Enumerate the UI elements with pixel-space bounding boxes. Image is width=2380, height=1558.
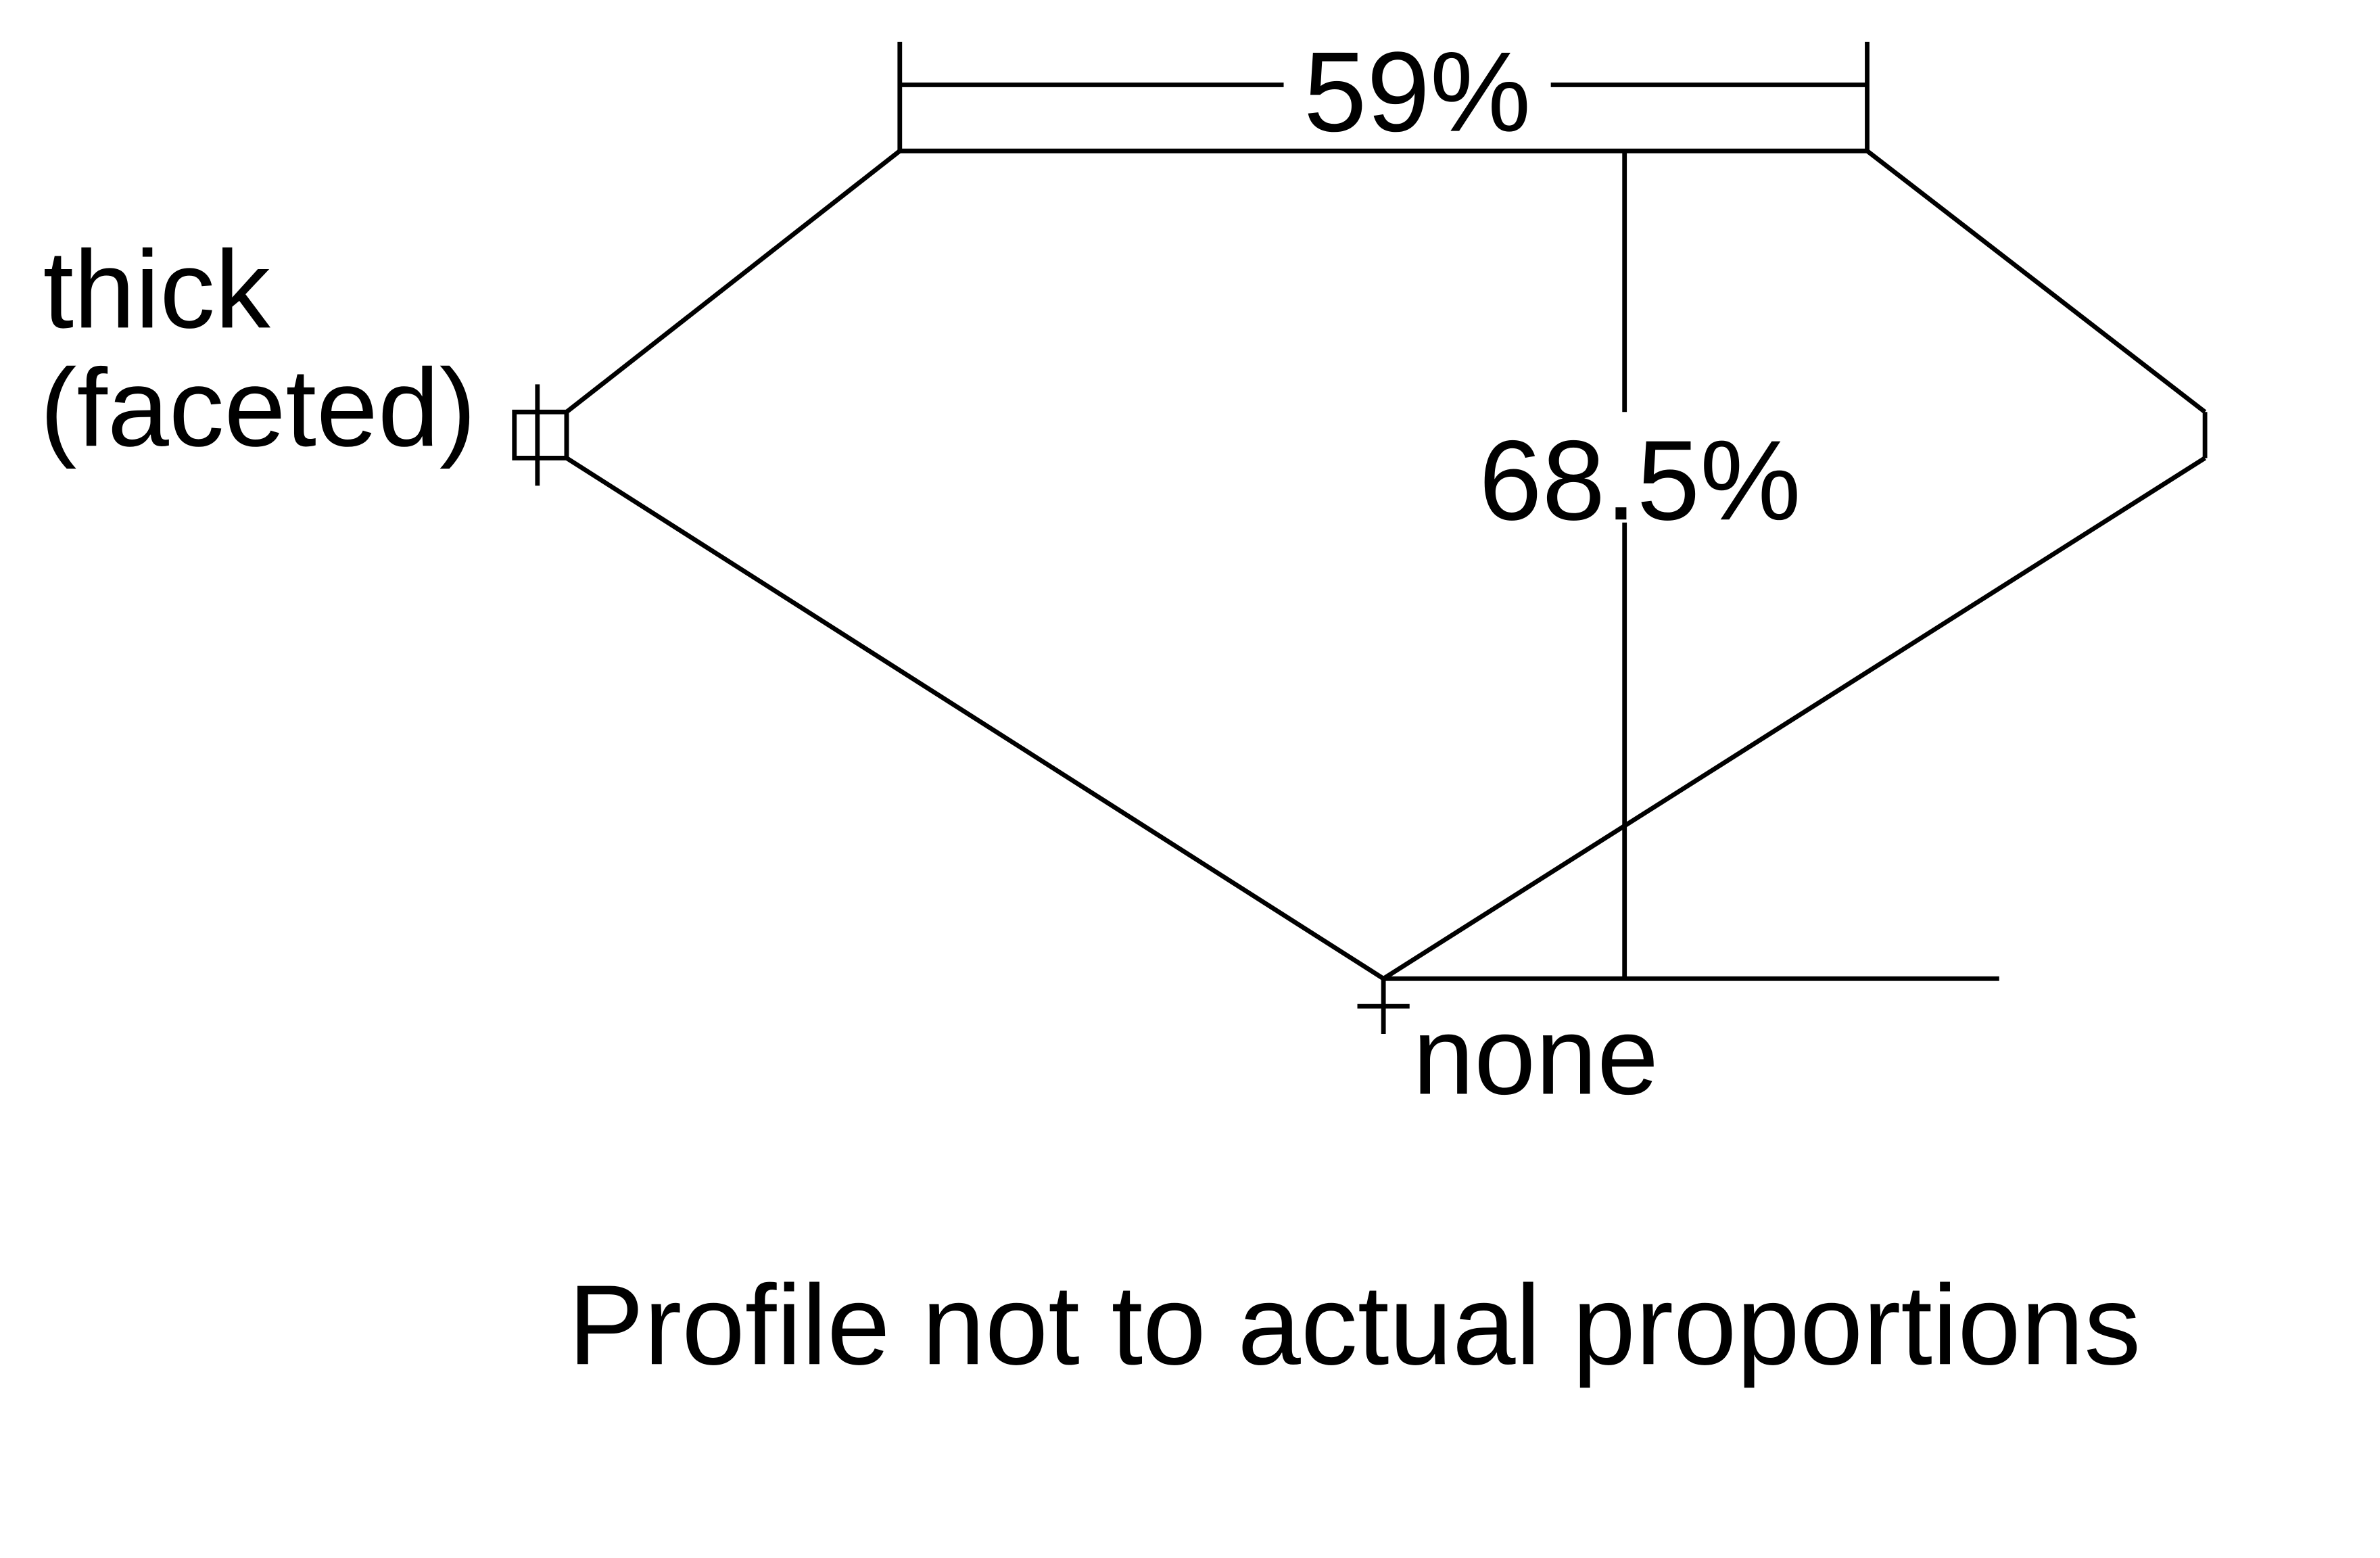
gem-outline (564, 148, 2208, 981)
culet-marker: none (1357, 978, 1659, 1118)
crown-right (1865, 149, 2207, 414)
girdle-marker: thick (faceted) (40, 227, 569, 486)
girdle-label-line1: thick (43, 227, 270, 351)
proportions-note: Profile not to actual proportions (568, 1261, 2141, 1388)
total-depth-label: 68.5% (1479, 417, 1801, 544)
table-dimension: 59% (897, 28, 1870, 156)
girdle-square (512, 409, 569, 461)
culet-label: none (1412, 994, 1659, 1118)
table-width-label: 59% (1304, 28, 1531, 156)
depth-dimension: 68.5% (1383, 151, 1999, 981)
crown-left (565, 149, 901, 414)
pavilion-right (1382, 456, 2206, 981)
girdle-label-line2: (faceted) (40, 346, 476, 469)
pavilion-left (565, 456, 1385, 981)
